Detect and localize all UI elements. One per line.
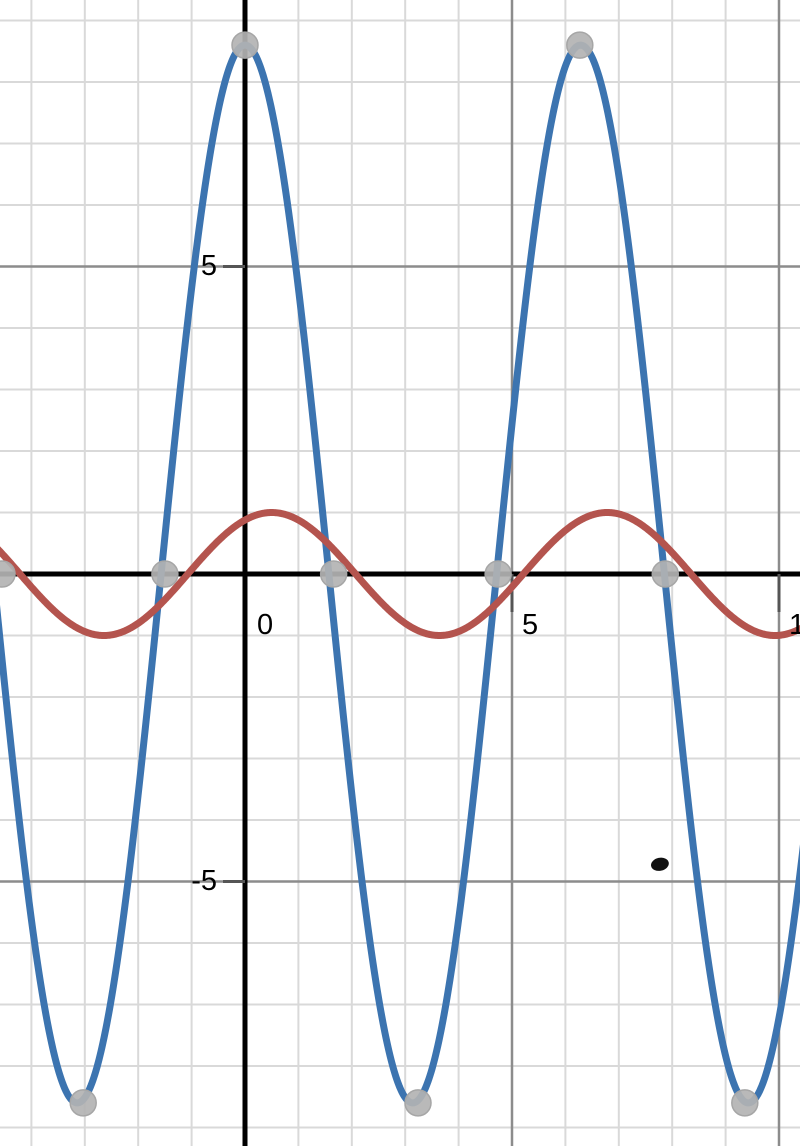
point-marker-zero-crossing[interactable] <box>484 560 512 588</box>
point-marker-zero-crossing[interactable] <box>651 560 680 588</box>
intersection-point-markers <box>0 31 759 1117</box>
x-axis-tick-label: 5 <box>522 609 538 641</box>
tick-marks <box>223 265 781 883</box>
point-marker-maximum[interactable] <box>566 31 594 59</box>
point-marker-zero-crossing[interactable] <box>151 560 179 588</box>
curve-red-curve <box>0 509 800 639</box>
tick-labels: 0 5 10 5 -5 <box>191 250 800 897</box>
point-marker-minimum[interactable] <box>404 1089 432 1117</box>
y-axis-tick-label: -5 <box>191 865 217 897</box>
data-curves <box>0 41 800 1107</box>
curve-blue-curve <box>0 41 800 1107</box>
point-marker-minimum[interactable] <box>69 1089 97 1117</box>
point-marker-zero-crossing[interactable] <box>319 560 348 588</box>
point-marker-maximum[interactable] <box>231 31 259 59</box>
annotation-marks <box>651 857 669 871</box>
x-axis-tick-label: 0 <box>257 609 273 641</box>
x-axis-tick-label: 10 <box>789 609 800 641</box>
point-marker-minimum[interactable] <box>731 1089 759 1117</box>
y-axis-tick-label: 5 <box>201 250 217 282</box>
stray-ink-mark <box>651 857 669 871</box>
point-marker-zero-crossing[interactable] <box>0 560 16 588</box>
